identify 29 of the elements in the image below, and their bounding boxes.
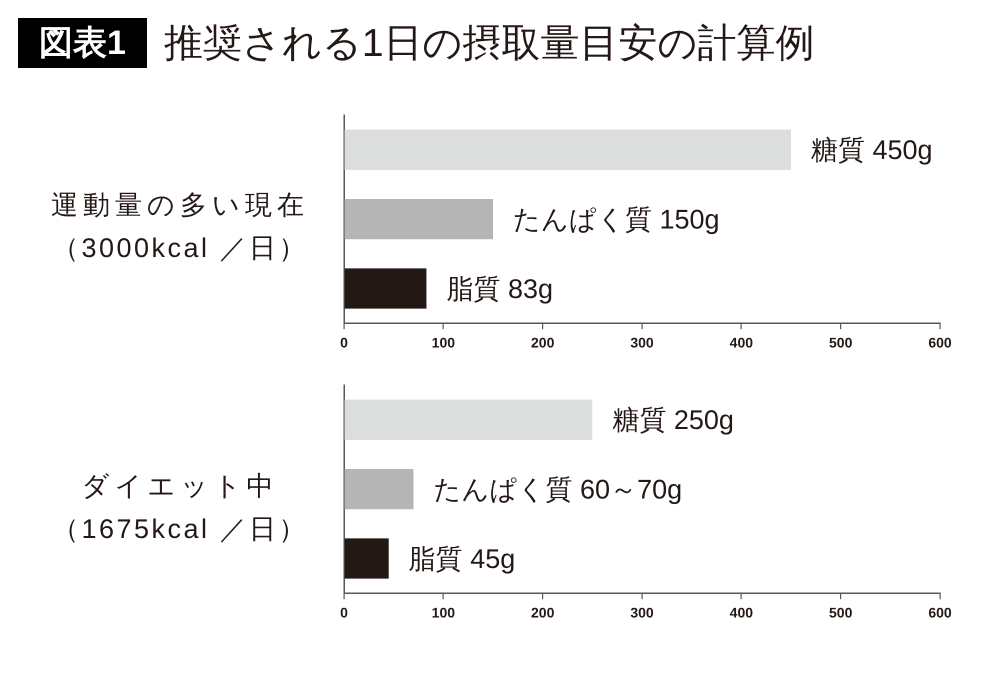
data-label: 糖質 250g xyxy=(612,405,734,436)
data-label: 脂質 45g xyxy=(408,544,516,574)
x-tick-label: 400 xyxy=(730,604,754,620)
x-tick-label: 300 xyxy=(630,604,654,620)
y-axis-title: 運動量の多い現在（3000kcal ／日） xyxy=(50,189,310,265)
x-tick-label: 600 xyxy=(928,334,952,350)
x-tick-label: 500 xyxy=(828,334,853,350)
data-label: たんぱく質 60～70g xyxy=(434,474,682,505)
x-tick-label: 200 xyxy=(530,334,555,350)
x-tick-label: 0 xyxy=(340,334,348,350)
x-tick-label: 600 xyxy=(928,604,952,620)
y-axis-title: ダイエット中（1675kcal ／日） xyxy=(50,470,310,546)
data-label: 糖質 450g xyxy=(811,135,933,166)
bar xyxy=(344,268,426,309)
data-label: 脂質 83g xyxy=(446,274,554,304)
bar xyxy=(344,538,389,579)
bar xyxy=(344,468,414,510)
bar xyxy=(344,198,493,240)
x-tick-label: 400 xyxy=(730,334,754,350)
x-tick-label: 100 xyxy=(432,604,456,620)
x-tick-label: 300 xyxy=(630,334,654,350)
x-tick-label: 0 xyxy=(340,604,348,620)
x-tick-label: 500 xyxy=(828,604,853,620)
chart-title: 図表1 推奨される1日の摂取量目安の計算例 xyxy=(38,21,815,67)
bar xyxy=(344,400,592,440)
x-tick-label: 100 xyxy=(432,334,456,350)
bar xyxy=(344,130,791,170)
x-tick-label: 200 xyxy=(530,604,555,620)
data-label: たんぱく質 150g xyxy=(513,204,720,235)
